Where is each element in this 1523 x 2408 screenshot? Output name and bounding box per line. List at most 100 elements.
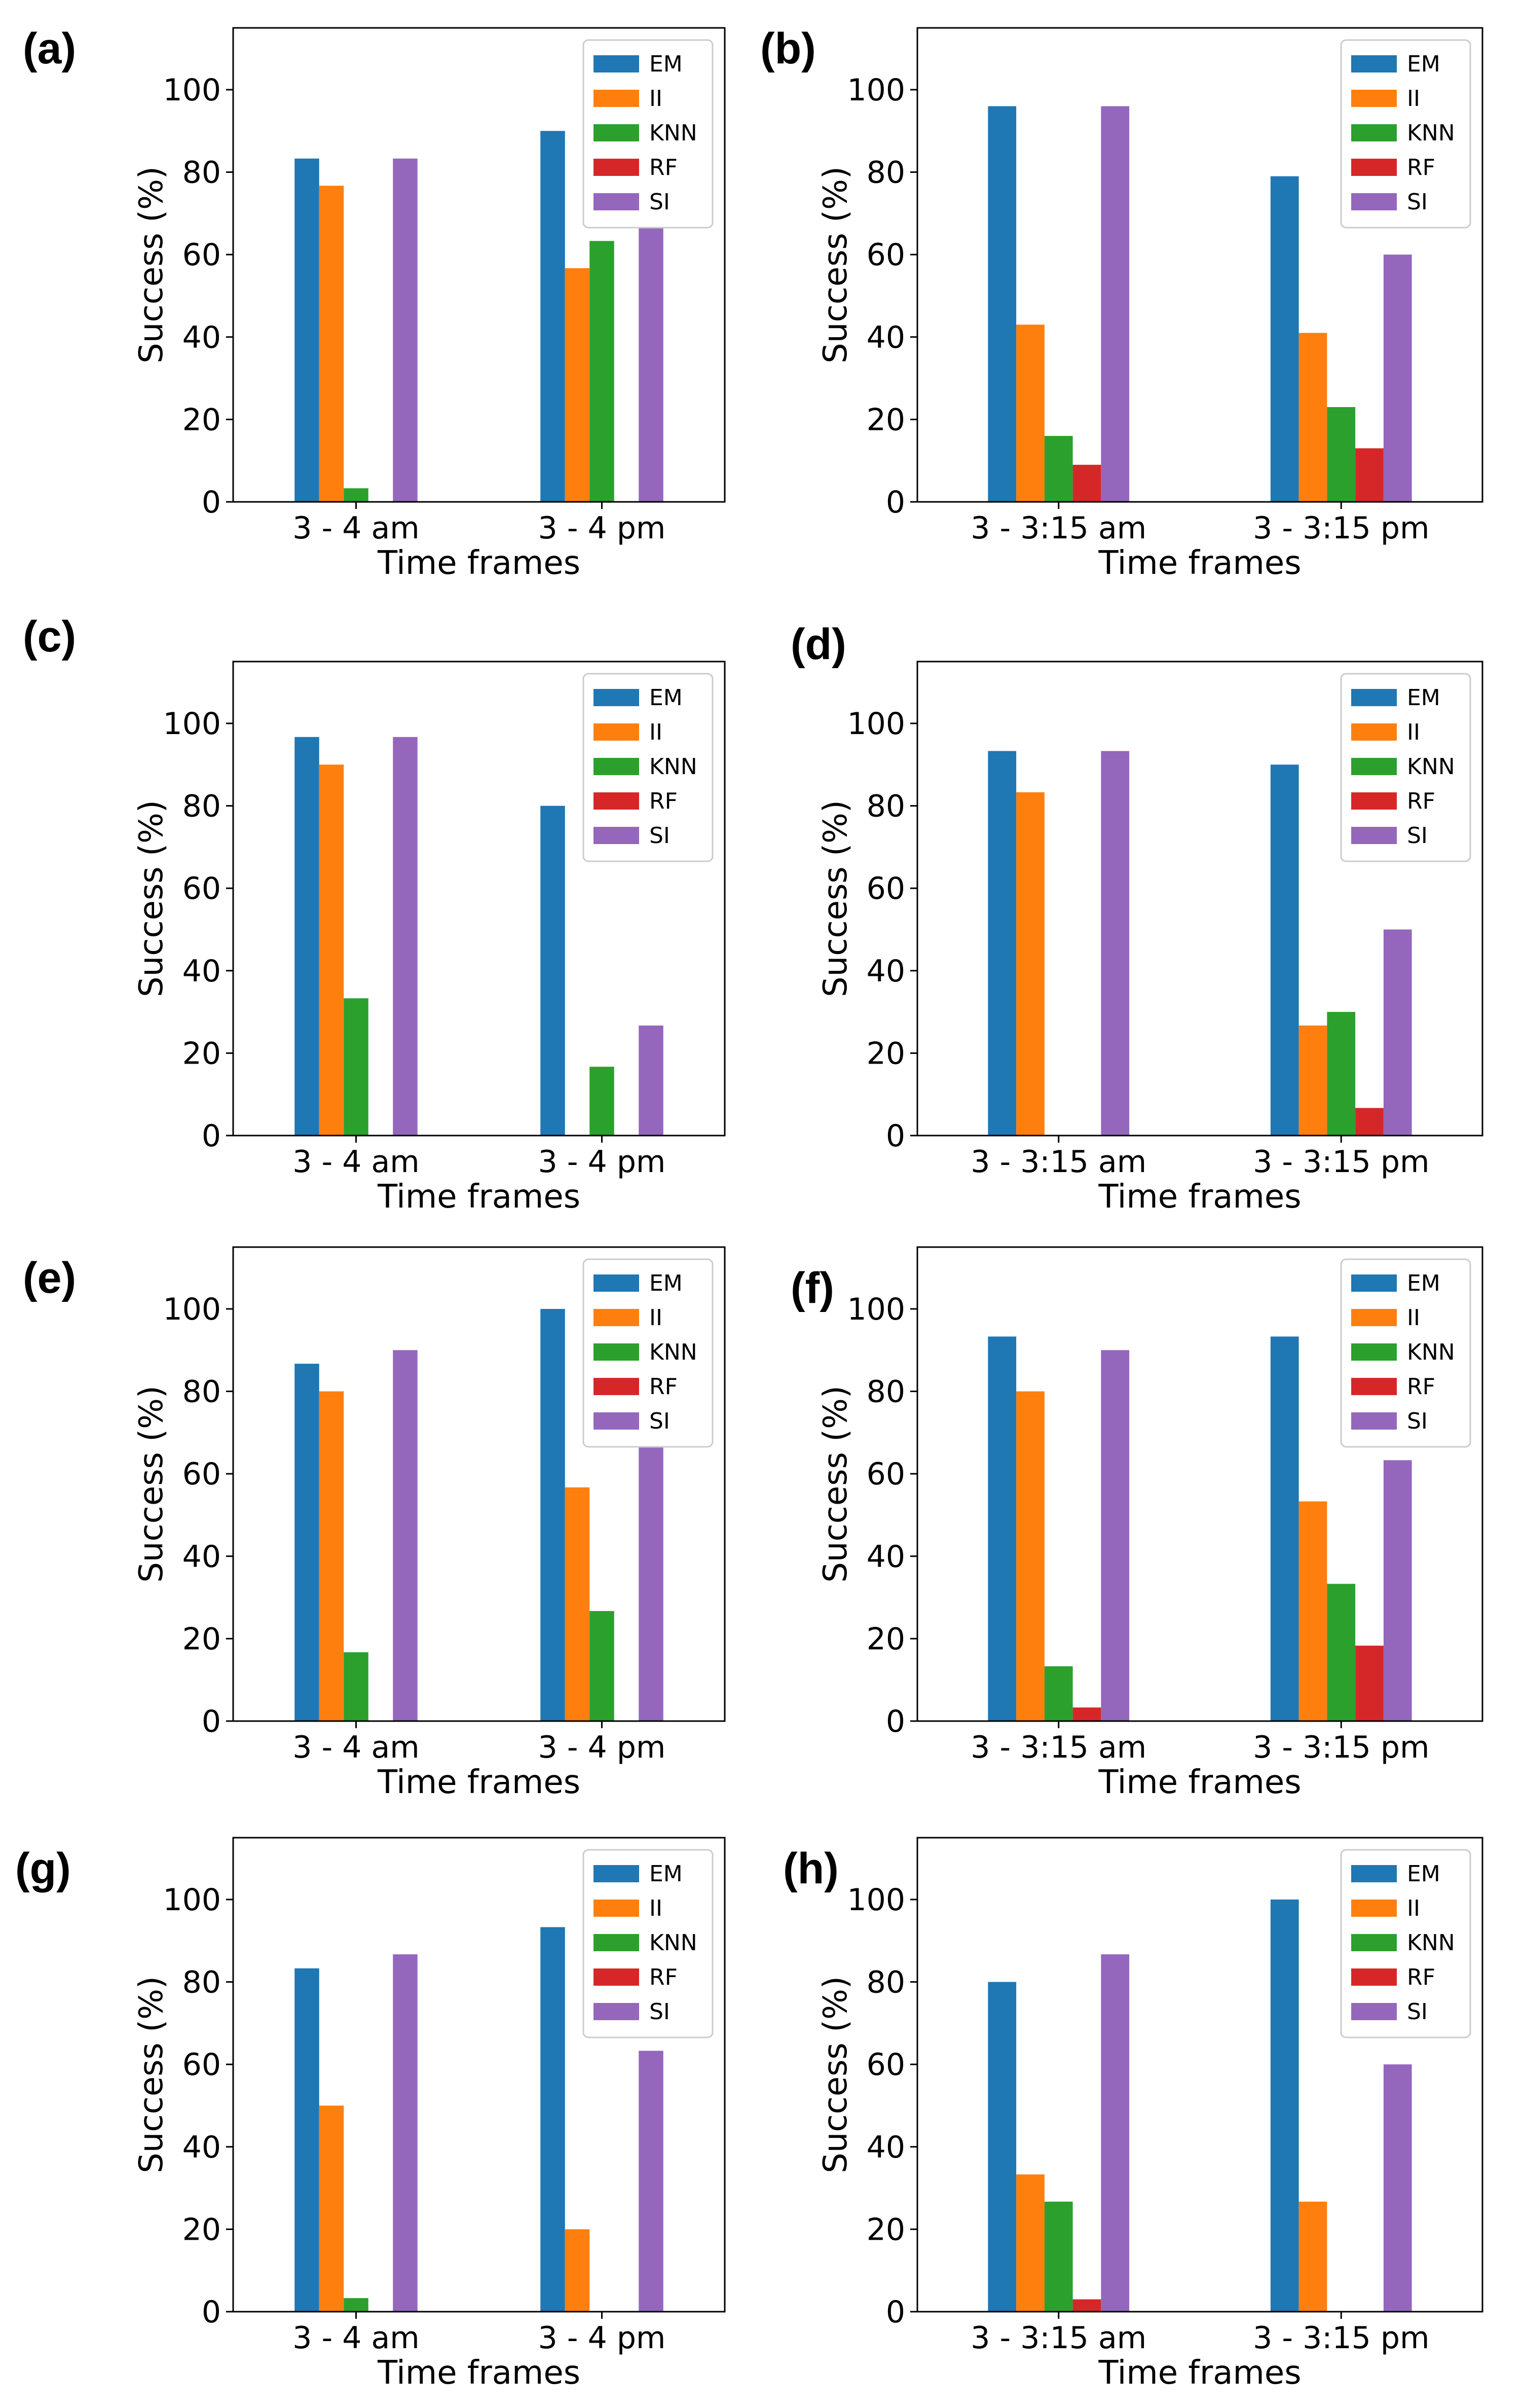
x-tick-label: 3 - 4 pm: [538, 2320, 666, 2356]
legend-label-knn: KNN: [1407, 120, 1455, 146]
y-tick-label: 20: [182, 1036, 221, 1071]
legend-swatch-em: [593, 55, 639, 72]
axes-frame: [916, 27, 1483, 503]
y-axis-label: Success (%): [817, 1976, 855, 2173]
legend: EM II KNN RF SI: [582, 39, 714, 229]
bar-rf-3-3-15-pm: [1355, 1108, 1384, 1136]
bar-si-3-3-15-pm: [1383, 2064, 1412, 2312]
bar-ii-3-4-pm: [565, 1487, 590, 1721]
bar-si-3-4-pm: [639, 227, 663, 502]
legend-label-ii: II: [1407, 86, 1420, 112]
y-axis-label: Success (%): [817, 800, 855, 997]
x-axis-label: Time frames: [377, 1764, 580, 1801]
legend-label-ii: II: [649, 719, 662, 745]
legend-box: [1340, 673, 1471, 862]
legend-swatch-rf: [593, 1378, 639, 1395]
legend-label-rf: RF: [1407, 1374, 1435, 1400]
legend-label-em: EM: [649, 51, 683, 77]
legend-swatch-rf: [1351, 1968, 1397, 1986]
legend-swatch-si: [1351, 1412, 1397, 1430]
x-axis-label: Time frames: [1098, 1178, 1301, 1216]
legend-swatch-em: [1351, 1274, 1397, 1292]
x-tick-label: 3 - 3:15 pm: [1253, 1730, 1429, 1765]
bar-ii-3-4-am: [319, 2105, 344, 2312]
y-tick-label: 20: [867, 1621, 905, 1657]
bar-si-3-4-pm: [639, 2051, 663, 2312]
legend: EM II KNN RF SI: [582, 673, 714, 862]
legend-swatch-em: [593, 1865, 639, 1882]
legend: EM II KNN RF SI: [582, 1849, 714, 2038]
bar-knn-3-4-am: [344, 488, 368, 502]
y-tick-label: 0: [886, 2294, 905, 2330]
x-tick-label: 3 - 4 pm: [538, 510, 666, 546]
x-tick-label: 3 - 3:15 am: [971, 510, 1146, 546]
y-tick-label: 40: [182, 320, 221, 355]
bar-knn-3-3-15-pm: [1327, 1584, 1356, 1721]
bar-si-3-4-pm: [639, 1446, 663, 1721]
y-tick-label: 60: [867, 1456, 905, 1492]
y-tick-label: 20: [867, 2212, 905, 2247]
legend-swatch-ii: [593, 1309, 639, 1326]
legend-label-si: SI: [1407, 1408, 1428, 1434]
bar-rf-3-3-15-pm: [1355, 448, 1384, 502]
bar-si-3-4-am: [393, 1350, 418, 1721]
panel-label: (h): [783, 1844, 839, 1893]
bar-ii-3-3-15-am: [1016, 1391, 1045, 1721]
legend-swatch-rf: [1351, 792, 1397, 810]
legend-label-rf: RF: [649, 1374, 678, 1400]
bar-em-3-3-15-am: [988, 1982, 1017, 2312]
bar-em-3-4-am: [294, 158, 319, 502]
x-tick-label: 3 - 4 pm: [538, 1144, 666, 1180]
bar-em-3-3-15-am: [988, 106, 1017, 502]
bar-em-3-4-pm: [540, 131, 565, 502]
bar-si-3-3-15-pm: [1383, 929, 1412, 1136]
x-tick-label: 3 - 4 pm: [538, 1730, 666, 1765]
axes-frame: [916, 661, 1483, 1137]
legend-swatch-ii: [593, 1900, 639, 1917]
legend-swatch-si: [1351, 193, 1397, 210]
y-tick-label: 40: [182, 1539, 221, 1575]
x-axis-label: Time frames: [1098, 544, 1301, 582]
legend-swatch-ii: [593, 723, 639, 741]
bar-ii-3-4-am: [319, 1391, 344, 1721]
legend-label-rf: RF: [1407, 155, 1435, 180]
legend-swatch-knn: [593, 124, 639, 141]
bar-si-3-4-am: [393, 158, 418, 502]
axes-frame: [232, 1837, 726, 2313]
bar-knn-3-3-15-pm: [1327, 407, 1356, 502]
y-tick-label: 60: [867, 2047, 905, 2083]
x-axis-label: Time frames: [377, 1178, 580, 1216]
legend-swatch-rf: [593, 159, 639, 176]
legend-label-si: SI: [1407, 189, 1428, 215]
y-tick-label: 20: [867, 1036, 905, 1071]
bar-ii-3-4-pm: [565, 268, 590, 502]
axes-frame: [232, 27, 726, 503]
y-tick-label: 0: [202, 485, 221, 520]
legend-swatch-knn: [1351, 1934, 1397, 1951]
bar-knn-3-3-15-am: [1044, 435, 1073, 502]
legend-swatch-ii: [1351, 723, 1397, 741]
legend: EM II KNN RF SI: [1340, 39, 1471, 229]
y-tick-label: 0: [202, 2294, 221, 2330]
legend-label-ii: II: [649, 86, 662, 112]
legend-swatch-em: [1351, 1865, 1397, 1882]
y-tick-label: 100: [847, 1882, 905, 1918]
bar-ii-3-3-15-am: [1016, 792, 1045, 1136]
y-tick-label: 80: [867, 1374, 905, 1410]
bar-ii-3-4-pm: [565, 2229, 590, 2312]
bar-knn-3-4-am: [344, 1652, 368, 1721]
legend-swatch-si: [593, 1412, 639, 1430]
y-tick-label: 80: [182, 1374, 221, 1410]
legend-label-rf: RF: [649, 155, 678, 180]
y-tick-label: 40: [867, 954, 905, 989]
y-tick-label: 20: [182, 1621, 221, 1657]
bar-rf-3-3-15-pm: [1355, 1646, 1384, 1721]
legend-swatch-em: [1351, 689, 1397, 706]
legend-box: [582, 673, 714, 862]
bar-si-3-3-15-pm: [1383, 1460, 1412, 1721]
